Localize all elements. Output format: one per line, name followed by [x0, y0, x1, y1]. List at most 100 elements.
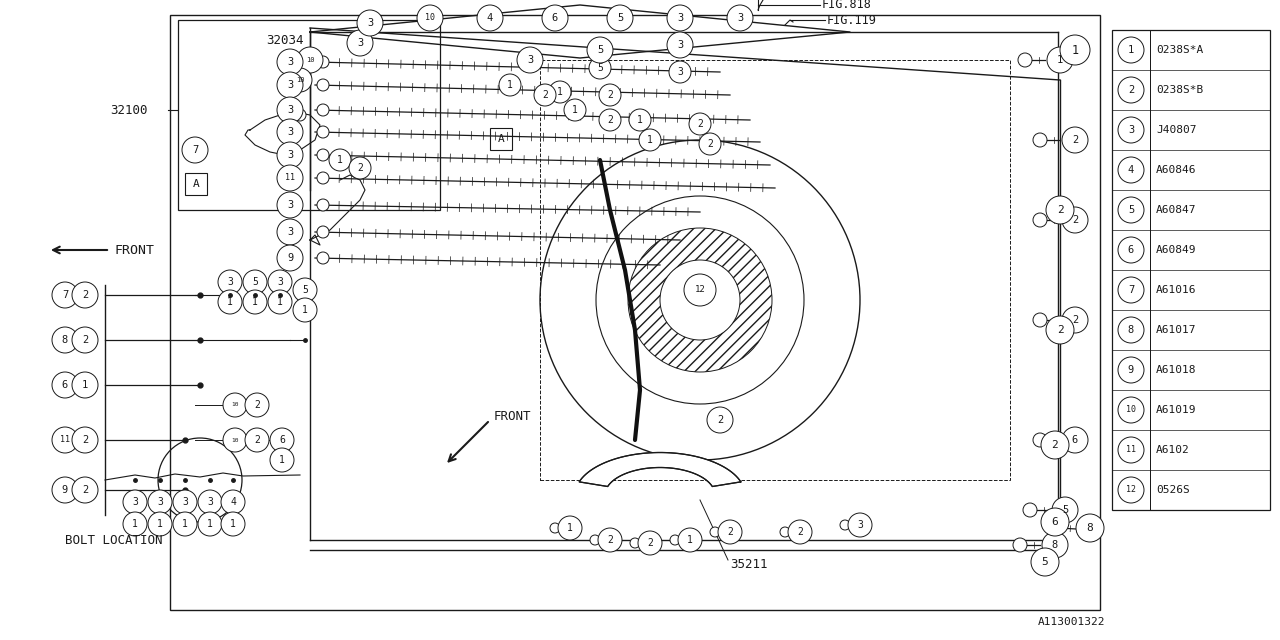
Circle shape — [1117, 77, 1144, 103]
Circle shape — [1033, 313, 1047, 327]
Circle shape — [293, 278, 317, 302]
Text: 1: 1 — [252, 297, 259, 307]
Text: 1: 1 — [1057, 55, 1064, 65]
Circle shape — [243, 270, 268, 294]
Circle shape — [1060, 35, 1091, 65]
Text: 3: 3 — [287, 57, 293, 67]
Text: 2: 2 — [648, 538, 653, 548]
Text: 1: 1 — [279, 455, 285, 465]
Circle shape — [173, 512, 197, 536]
Circle shape — [588, 37, 613, 63]
Circle shape — [541, 5, 568, 31]
Circle shape — [1117, 317, 1144, 343]
Circle shape — [276, 245, 303, 271]
Text: 2: 2 — [1071, 135, 1078, 145]
Text: 5: 5 — [1042, 557, 1048, 567]
Circle shape — [268, 290, 292, 314]
Circle shape — [317, 126, 329, 138]
Text: 2: 2 — [82, 290, 88, 300]
Circle shape — [1052, 497, 1078, 523]
Circle shape — [270, 428, 294, 452]
Text: 3: 3 — [276, 277, 283, 287]
Circle shape — [72, 327, 99, 353]
Circle shape — [1023, 503, 1037, 517]
Circle shape — [684, 274, 716, 306]
Circle shape — [148, 490, 172, 514]
Bar — [186, 173, 207, 195]
Text: A61019: A61019 — [1156, 405, 1197, 415]
Text: 0238S*B: 0238S*B — [1156, 85, 1203, 95]
Text: 2: 2 — [698, 119, 703, 129]
Text: 6: 6 — [279, 435, 285, 445]
Text: 1: 1 — [1071, 44, 1079, 56]
Text: 1: 1 — [337, 155, 343, 165]
Circle shape — [123, 490, 147, 514]
Text: 2: 2 — [797, 527, 803, 537]
Text: 8: 8 — [1087, 523, 1093, 533]
Circle shape — [72, 282, 99, 308]
Text: 3: 3 — [677, 40, 684, 50]
Circle shape — [1018, 53, 1032, 67]
Circle shape — [660, 260, 740, 340]
Circle shape — [317, 252, 329, 264]
Text: 9: 9 — [287, 253, 293, 263]
Text: 6: 6 — [552, 13, 558, 23]
Text: 4: 4 — [1128, 165, 1134, 175]
Text: 12: 12 — [695, 285, 705, 294]
Text: 1: 1 — [572, 105, 579, 115]
Circle shape — [849, 513, 872, 537]
Text: 5: 5 — [617, 13, 623, 23]
Circle shape — [198, 512, 221, 536]
Circle shape — [123, 512, 147, 536]
Text: 8: 8 — [61, 335, 68, 345]
Text: 5: 5 — [596, 63, 603, 73]
Circle shape — [667, 32, 692, 58]
Text: 11: 11 — [1126, 445, 1137, 454]
Circle shape — [317, 79, 329, 91]
Text: 3: 3 — [287, 127, 293, 137]
Circle shape — [276, 219, 303, 245]
Circle shape — [1041, 431, 1069, 459]
Circle shape — [780, 527, 790, 537]
Circle shape — [669, 61, 691, 83]
Circle shape — [223, 428, 247, 452]
Circle shape — [550, 523, 561, 533]
Circle shape — [667, 5, 692, 31]
Text: 3: 3 — [287, 150, 293, 160]
Circle shape — [329, 149, 351, 171]
Text: 10: 10 — [1126, 406, 1137, 415]
Text: 10: 10 — [425, 13, 435, 22]
Text: 6: 6 — [1128, 245, 1134, 255]
Circle shape — [628, 228, 772, 372]
Text: 1: 1 — [230, 519, 236, 529]
Text: 32100: 32100 — [110, 104, 147, 116]
Bar — [1112, 30, 1270, 510]
Circle shape — [1046, 316, 1074, 344]
Circle shape — [276, 192, 303, 218]
Text: 11: 11 — [60, 435, 70, 445]
Circle shape — [417, 5, 443, 31]
Text: 2: 2 — [82, 485, 88, 495]
Text: 3: 3 — [287, 200, 293, 210]
Circle shape — [317, 199, 329, 211]
Circle shape — [1047, 47, 1073, 73]
Text: 1: 1 — [276, 297, 283, 307]
Text: 7: 7 — [192, 145, 198, 155]
Text: 2: 2 — [1128, 85, 1134, 95]
Text: 8: 8 — [1128, 325, 1134, 335]
Text: 9: 9 — [61, 485, 68, 495]
Circle shape — [1117, 37, 1144, 63]
Circle shape — [182, 137, 207, 163]
Bar — [178, 20, 440, 210]
Text: A60849: A60849 — [1156, 245, 1197, 255]
Text: 1: 1 — [132, 519, 138, 529]
Circle shape — [276, 97, 303, 123]
Text: 6: 6 — [61, 380, 68, 390]
Circle shape — [1117, 197, 1144, 223]
Text: 11: 11 — [285, 173, 294, 182]
Text: 4: 4 — [230, 497, 236, 507]
Circle shape — [1117, 117, 1144, 143]
Circle shape — [317, 56, 329, 68]
Circle shape — [317, 104, 329, 116]
Text: 7: 7 — [61, 290, 68, 300]
